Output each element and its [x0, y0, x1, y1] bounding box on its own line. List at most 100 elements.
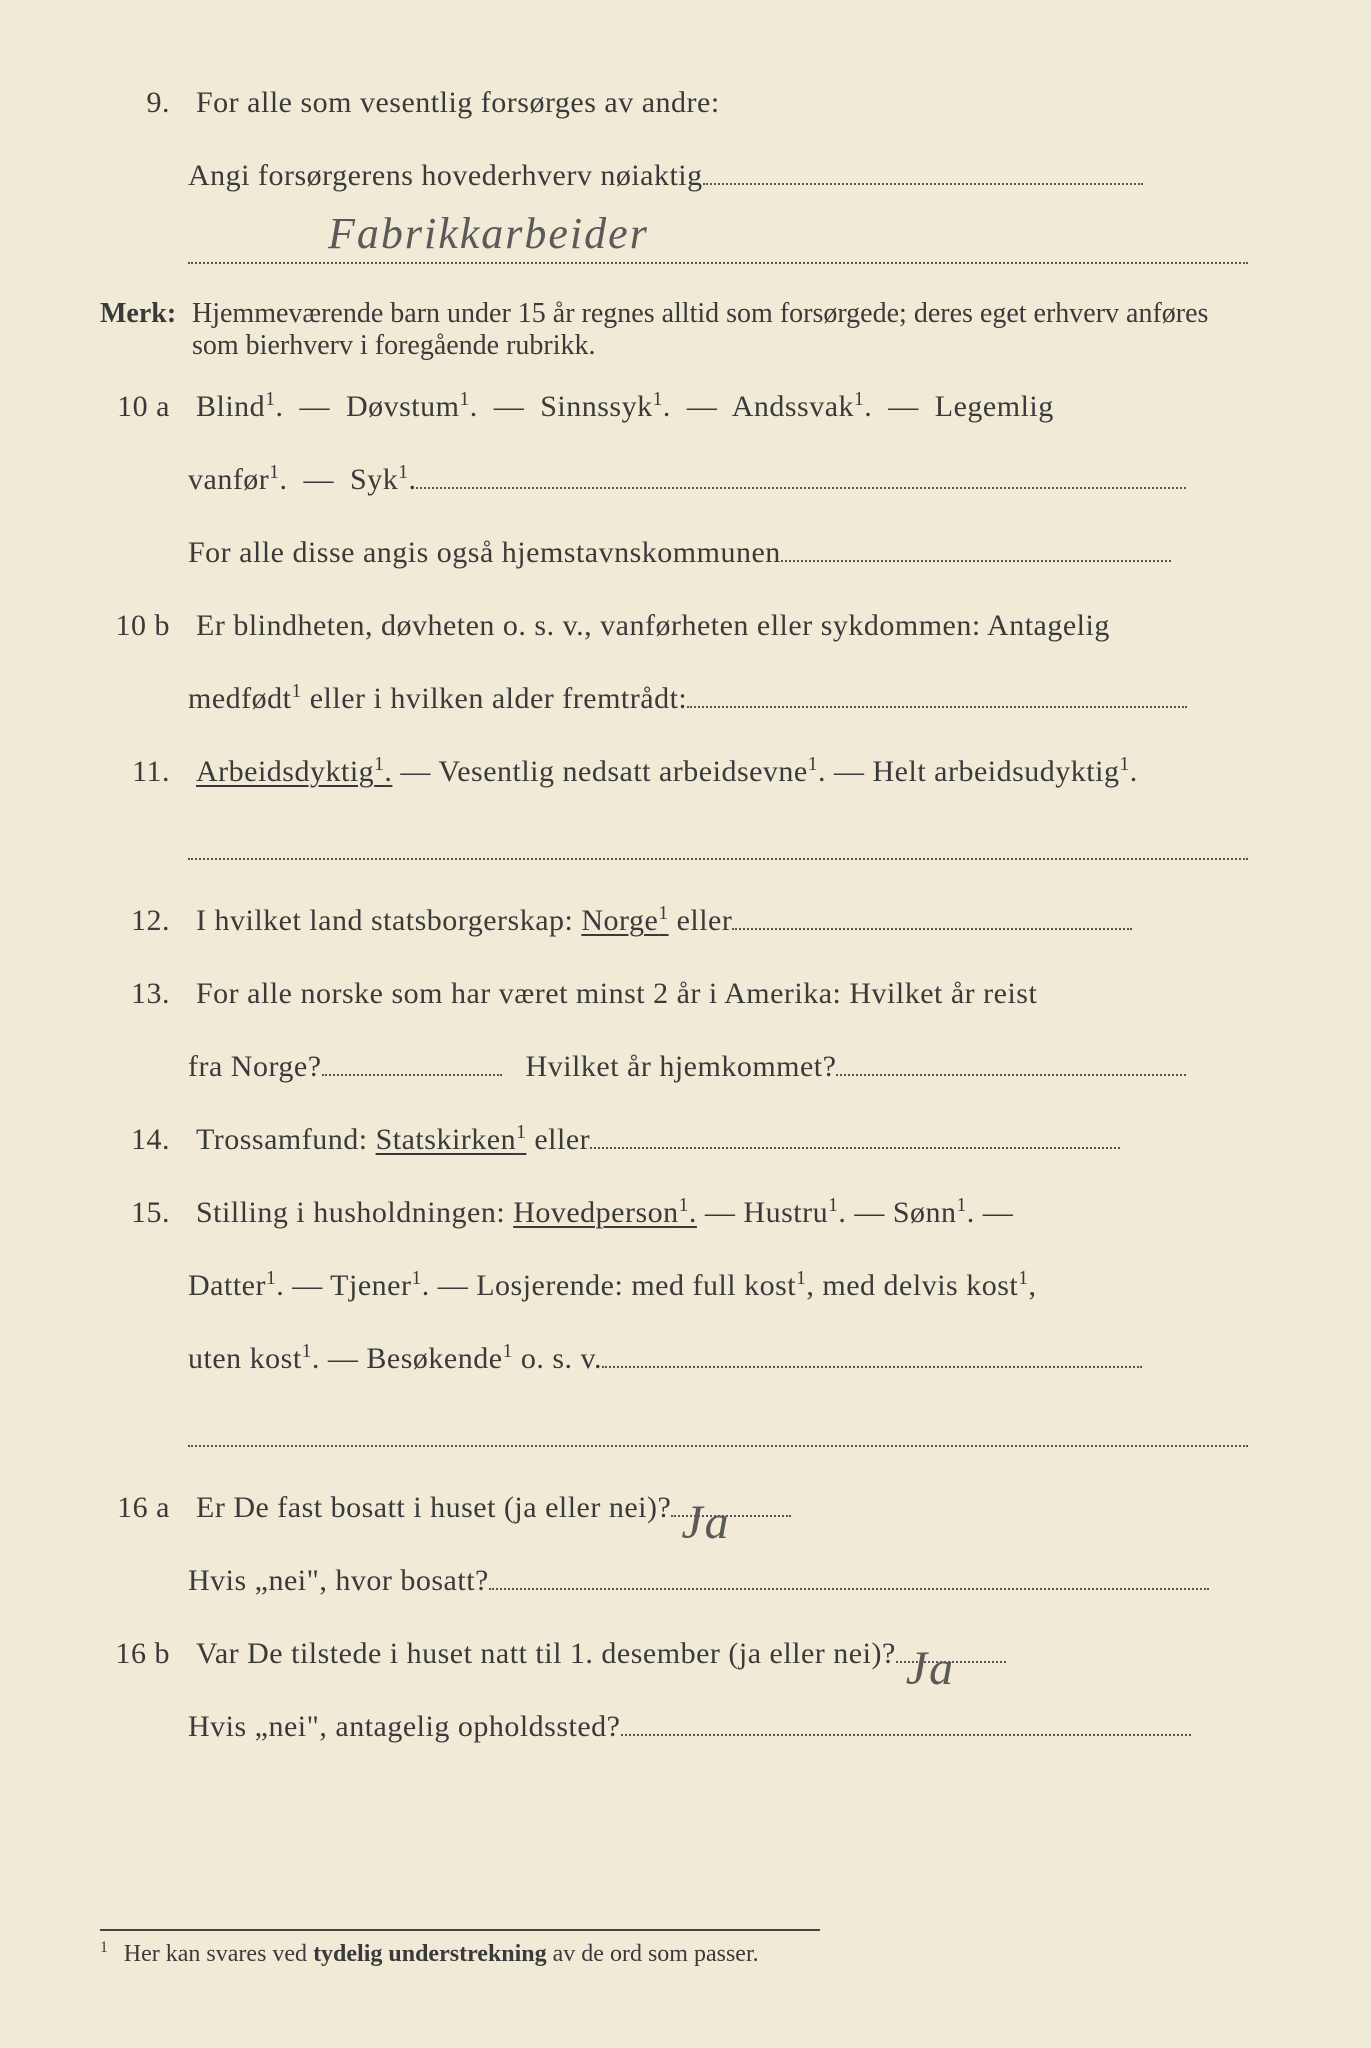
q10a-opt6: vanfør — [188, 463, 269, 496]
q11-mid: — Vesentlig nedsatt arbeidsevne — [392, 755, 807, 788]
q15-line2d: , med delvis kost — [806, 1269, 1018, 1302]
q15-line3a: uten kost — [188, 1342, 302, 1375]
q9-handwritten: Fabrikkarbeider — [328, 208, 649, 259]
q12-body: I hvilket land statsborgerskap: Norge1 e… — [196, 898, 1256, 943]
q10b-text2b: eller i hvilken alder fremtrådt: — [302, 682, 688, 715]
q10a-line2: vanfør1. — Syk1. — [188, 457, 1248, 502]
q16b-line1: 16 b Var De tilstede i huset natt til 1.… — [100, 1631, 1281, 1676]
q16b-text2: Hvis „nei", antagelig opholdssted? — [188, 1710, 621, 1743]
q12-opt: Norge1 — [581, 904, 668, 937]
q15-mid2: — Sønn — [846, 1196, 956, 1229]
q14-suffix: eller — [526, 1123, 590, 1156]
q16a-text2: Hvis „nei", hvor bosatt? — [188, 1564, 489, 1597]
q10a-opt4: Andssvak — [732, 390, 854, 423]
q10b-text1: Er blindheten, døvheten o. s. v., vanfør… — [196, 603, 1256, 648]
q10a-opt3: Sinnssyk — [540, 390, 652, 423]
q15-line2c: — Losjerende: med full kost — [430, 1269, 796, 1302]
q10a-line3-text: For alle disse angis også hjemstavnskomm… — [188, 536, 781, 569]
q16a-blank1: Ja — [671, 1515, 791, 1517]
merk-text: Hjemmeværende barn under 15 år regnes al… — [192, 298, 1257, 362]
q13-line2: fra Norge? Hvilket år hjemkommet? — [188, 1044, 1248, 1089]
q15-line1: 15. Stilling i husholdningen: Hovedperso… — [100, 1190, 1281, 1235]
q10a-opt1: Blind — [196, 390, 265, 423]
q16b-blank2 — [621, 1734, 1191, 1736]
q13-text1: For alle norske som har været minst 2 år… — [196, 971, 1256, 1016]
q14-opt: Statskirken1 — [376, 1123, 527, 1156]
merk-note: Merk: Hjemmeværende barn under 15 år reg… — [100, 298, 1281, 362]
q16b-line2: Hvis „nei", antagelig opholdssted? — [188, 1704, 1248, 1749]
q10a-opt2: Døvstum — [346, 390, 460, 423]
q11-end: — Helt arbeidsudyktig — [826, 755, 1119, 788]
q16a-num: 16 a — [100, 1485, 170, 1530]
q9-line1: 9. For alle som vesentlig forsørges av a… — [100, 80, 1281, 125]
q13-text2a: fra Norge? — [188, 1050, 322, 1083]
census-form-page: 9. For alle som vesentlig forsørges av a… — [0, 0, 1371, 2048]
q10a-options-1: Blind1. — Døvstum1. — Sinnssyk1. — Andss… — [196, 384, 1256, 429]
q12-blank — [732, 928, 1132, 930]
q14-blank — [590, 1147, 1120, 1149]
q11-blank — [188, 822, 1248, 860]
q16b-blank1: Ja — [896, 1661, 1006, 1663]
q16b-ans: Ja — [906, 1633, 955, 1705]
q15-line2: Datter1. — Tjener1. — Losjerende: med fu… — [188, 1263, 1248, 1308]
q14-text: Trossamfund: — [196, 1123, 376, 1156]
q14-line: 14. Trossamfund: Statskirken1 eller — [100, 1117, 1281, 1162]
q16a-body1: Er De fast bosatt i huset (ja eller nei)… — [196, 1485, 1256, 1530]
q13-blank2 — [836, 1074, 1186, 1076]
q10a-opt5: Legemlig — [935, 390, 1054, 423]
q14-num: 14. — [100, 1117, 170, 1162]
q16a-text1: Er De fast bosatt i huset (ja eller nei)… — [196, 1491, 671, 1524]
q16b-num: 16 b — [100, 1631, 170, 1676]
q13-text2b: Hvilket år hjemkommet? — [526, 1050, 837, 1083]
merk-label: Merk: — [100, 298, 185, 330]
q10a-line1: 10 a Blind1. — Døvstum1. — Sinnssyk1. — … — [100, 384, 1281, 429]
q9-text-b: Angi forsørgerens hovederhverv nøiaktig — [188, 159, 703, 192]
q15-line3b: — Besøkende — [320, 1342, 503, 1375]
q10a-blank — [416, 487, 1186, 489]
q13-line1: 13. For alle norske som har været minst … — [100, 971, 1281, 1016]
q10b-text2a: medfødt — [188, 682, 291, 715]
footnote-c: av de ord som passer. — [547, 1941, 759, 1967]
q16a-ans: Ja — [681, 1487, 730, 1559]
q10a-opt7: Syk — [350, 463, 398, 496]
q16a-line2: Hvis „nei", hvor bosatt? — [188, 1558, 1248, 1603]
q10b-num: 10 b — [100, 603, 170, 648]
q15-mid1: — Hustru — [697, 1196, 828, 1229]
q16a-line1: 16 a Er De fast bosatt i huset (ja eller… — [100, 1485, 1281, 1530]
footnote-num: 1 — [100, 1939, 108, 1956]
q15-line2a: Datter — [188, 1269, 266, 1302]
q12-text: I hvilket land statsborgerskap: — [196, 904, 581, 937]
q10a-num: 10 a — [100, 384, 170, 429]
q11-num: 11. — [100, 749, 170, 794]
q10b-line2: medfødt1 eller i hvilken alder fremtrådt… — [188, 676, 1248, 721]
q13-blank1 — [322, 1074, 502, 1076]
footnote-a: Her kan svares ved — [124, 1941, 313, 1967]
q15-line3c: o. s. v. — [513, 1342, 602, 1375]
q15-line2b: — Tjener — [284, 1269, 411, 1302]
q9-num: 9. — [100, 80, 170, 125]
q16b-text1: Var De tilstede i huset natt til 1. dese… — [196, 1637, 896, 1670]
q11-line: 11. Arbeidsdyktig1. — Vesentlig nedsatt … — [100, 749, 1281, 794]
q15-text: Stilling i husholdningen: — [196, 1196, 513, 1229]
q10b-blank — [687, 706, 1187, 708]
q10a-blank2 — [781, 560, 1171, 562]
q13-num: 13. — [100, 971, 170, 1016]
q11-body: Arbeidsdyktig1. — Vesentlig nedsatt arbe… — [196, 749, 1256, 794]
q15-line3: uten kost1. — Besøkende1 o. s. v. — [188, 1336, 1248, 1381]
q15-blank1 — [602, 1366, 1142, 1368]
q9-blank-1 — [703, 183, 1143, 185]
footnote-b: tydelig understrekning — [313, 1941, 547, 1967]
q10a-line3: For alle disse angis også hjemstavnskomm… — [188, 530, 1248, 575]
q12-line: 12. I hvilket land statsborgerskap: Norg… — [100, 898, 1281, 943]
q12-suffix: eller — [669, 904, 733, 937]
q14-body: Trossamfund: Statskirken1 eller — [196, 1117, 1256, 1162]
q16a-blank2 — [489, 1588, 1209, 1590]
q15-blank2 — [188, 1409, 1248, 1447]
q11-opt1: Arbeidsdyktig1. — [196, 755, 392, 788]
q12-num: 12. — [100, 898, 170, 943]
q9-text-a: For alle som vesentlig forsørges av andr… — [196, 80, 1256, 125]
q9-line2: Angi forsørgerens hovederhverv nøiaktig — [188, 153, 1248, 198]
q9-blank-2: Fabrikkarbeider — [188, 226, 1248, 264]
q15-body1: Stilling i husholdningen: Hovedperson1. … — [196, 1190, 1256, 1235]
q16b-body1: Var De tilstede i huset natt til 1. dese… — [196, 1631, 1256, 1676]
